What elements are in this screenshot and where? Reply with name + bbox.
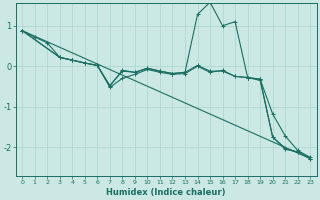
X-axis label: Humidex (Indice chaleur): Humidex (Indice chaleur): [107, 188, 226, 197]
